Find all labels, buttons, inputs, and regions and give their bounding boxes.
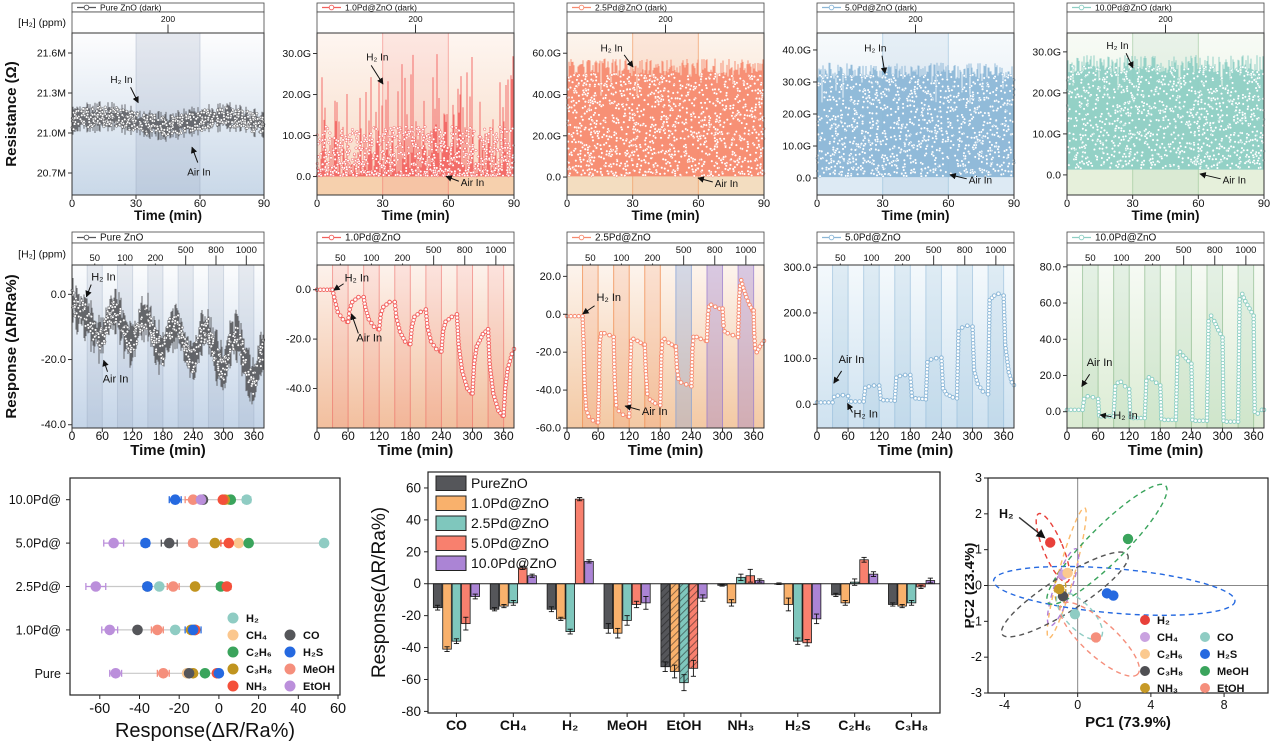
svg-text:Time (min): Time (min) <box>381 208 449 223</box>
svg-text:20.0G: 20.0G <box>782 109 811 121</box>
svg-text:60: 60 <box>194 198 206 210</box>
svg-text:60: 60 <box>692 198 704 210</box>
svg-text:Air In: Air In <box>715 179 738 190</box>
svg-text:30: 30 <box>877 198 889 210</box>
svg-text:90: 90 <box>1008 198 1020 210</box>
svg-text:Air In: Air In <box>461 178 484 189</box>
panel-response-10-0pd-zno: 10.0Pd@ZnO 50 100 200 500 800 1000 80.0 60.0 40.0… <box>1020 225 1270 465</box>
panel-response-by-gas: -80 -60 -40 -20 0 20 40 60 CO CH₄ H₂ MeOH EtOH NH₃ H₂S… <box>369 465 965 746</box>
svg-text:20.0G: 20.0G <box>532 130 561 142</box>
svg-text:60: 60 <box>942 198 954 210</box>
panel-resistance-pure-zno-dark: Pure ZnO (dark) [H₂] (ppm) 200 20.7M 21.0M 21… <box>0 0 270 225</box>
svg-text:200: 200 <box>161 14 175 24</box>
panel-response-by-material: 10.0Pd@ 5.0Pd@ 2.5Pd@ 1.0Pd@ Pure -60 -40 -20 0 2… <box>0 465 370 746</box>
panel-response-5-0pd-zno: 5.0Pd@ZnO 50 100 200 500 800 1000 300.0 200.0 100… <box>770 225 1020 465</box>
panel-resistance-10-0pd-zno-dark: 10.0Pd@ZnO (dark) 200 0.0 10.0G 20.0G 30.0G 0 3… <box>1020 0 1270 225</box>
panel-pca: -4 0 4 8 -3 -2 -1 0 1 2 3 PC1 (73.9%) PC2 (23.4%) H₂ H… <box>961 465 1270 746</box>
svg-text:1.0Pd@ZnO (dark): 1.0Pd@ZnO (dark) <box>345 3 417 13</box>
panel-response-pure-zno: Pure ZnO [H₂] (ppm) 50 100 200 500 800 1000 0.0-… <box>0 225 270 465</box>
svg-text:60: 60 <box>442 198 454 210</box>
svg-text:Time (min): Time (min) <box>631 208 699 223</box>
svg-text:0: 0 <box>314 198 320 210</box>
svg-text:0: 0 <box>814 198 820 210</box>
svg-text:30: 30 <box>377 198 389 210</box>
svg-text:40.0G: 40.0G <box>532 89 561 101</box>
svg-text:Resistance (Ω): Resistance (Ω) <box>3 61 20 166</box>
svg-text:0: 0 <box>69 198 75 210</box>
svg-text:30.0G: 30.0G <box>282 48 311 60</box>
svg-text:5.0Pd@ZnO (dark): 5.0Pd@ZnO (dark) <box>845 3 917 13</box>
svg-text:20.7M: 20.7M <box>37 168 66 180</box>
panel-resistance-5-0pd-zno-dark: 5.0Pd@ZnO (dark) 200 0.0 10.0G 20.0G 30.0G 40.… <box>770 0 1020 225</box>
svg-text:[H₂] (ppm): [H₂] (ppm) <box>18 17 66 29</box>
panel-resistance-2-5pd-zno-dark: 2.5Pd@ZnO (dark) 200 0.0 20.0G 40.0G 60.0G 0 30… <box>520 0 770 225</box>
svg-text:21.3M: 21.3M <box>37 88 66 100</box>
svg-text:200: 200 <box>658 14 672 24</box>
svg-text:Pure ZnO (dark): Pure ZnO (dark) <box>100 3 162 13</box>
svg-text:20.0G: 20.0G <box>282 89 311 101</box>
svg-text:0: 0 <box>564 198 570 210</box>
svg-text:0.0: 0.0 <box>296 171 311 183</box>
svg-text:2.5Pd@ZnO (dark): 2.5Pd@ZnO (dark) <box>595 3 667 13</box>
svg-text:Air In: Air In <box>187 168 210 179</box>
svg-text:Time (min): Time (min) <box>134 208 202 223</box>
svg-text:30.0G: 30.0G <box>782 76 811 88</box>
svg-text:H₂ In: H₂ In <box>110 75 132 86</box>
svg-text:90: 90 <box>258 198 270 210</box>
svg-text:21.6M: 21.6M <box>37 48 66 60</box>
svg-text:0.0: 0.0 <box>796 173 811 185</box>
svg-text:90: 90 <box>758 198 770 210</box>
svg-text:30: 30 <box>627 198 639 210</box>
svg-text:0.0: 0.0 <box>546 172 561 184</box>
svg-text:40.0G: 40.0G <box>782 44 811 56</box>
svg-text:200: 200 <box>908 14 922 24</box>
svg-text:10.0G: 10.0G <box>782 141 811 153</box>
svg-text:30: 30 <box>130 198 142 210</box>
svg-text:H₂ In: H₂ In <box>600 44 622 55</box>
svg-text:H₂ In: H₂ In <box>864 44 886 55</box>
svg-text:Time (min): Time (min) <box>881 208 949 223</box>
svg-text:21.0M: 21.0M <box>37 128 66 140</box>
svg-text:10.0G: 10.0G <box>282 130 311 142</box>
panel-response-1-0pd-zno: 1.0Pd@ZnO 50 100 200 500 800 1000 0.0 -20.0 -40.0… <box>270 225 520 465</box>
svg-text:60.0G: 60.0G <box>532 48 561 60</box>
svg-text:Air In: Air In <box>969 176 992 187</box>
svg-text:H₂ In: H₂ In <box>366 53 388 64</box>
panel-response-2-5pd-zno: 2.5Pd@ZnO 50 100 200 500 800 1000 20.0 0.0 -20.0-… <box>520 225 770 465</box>
panel-resistance-1-0pd-zno-dark: 1.0Pd@ZnO (dark) 200 0.0 10.0G 20.0G 30.0G 0 30… <box>270 0 520 225</box>
svg-text:200: 200 <box>408 14 422 24</box>
svg-text:90: 90 <box>508 198 520 210</box>
